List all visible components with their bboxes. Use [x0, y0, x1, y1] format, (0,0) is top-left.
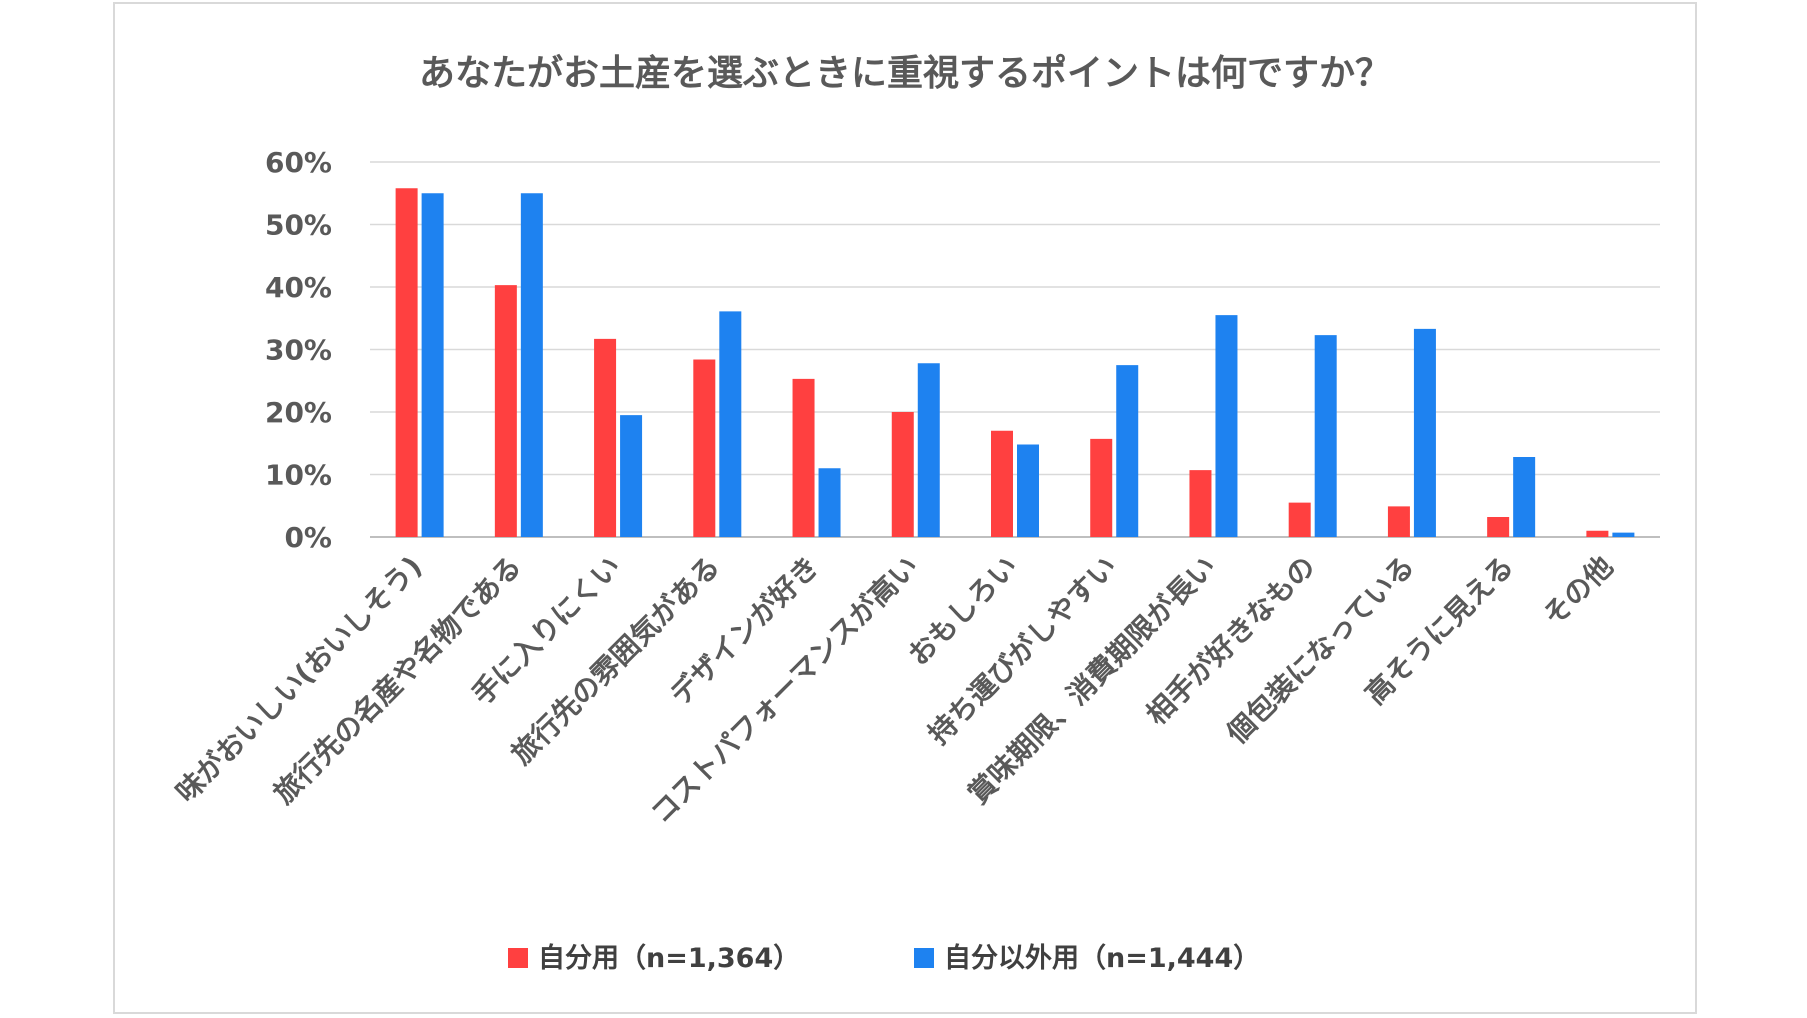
- bar-self: [395, 188, 418, 537]
- bar-others: [719, 311, 742, 537]
- y-tick-label: 20%: [265, 396, 332, 429]
- legend: 自分用（n=1,364） 自分以外用（n=1,444）: [508, 942, 1260, 974]
- bar-self: [891, 412, 914, 537]
- bar-self: [494, 285, 517, 537]
- bar-others: [1116, 365, 1139, 537]
- x-axis-labels: 味がおいしい(おいしそう)旅行先の名産や名物である手に入りにくい旅行先の雰囲気が…: [169, 550, 1619, 830]
- bar-self: [1090, 438, 1113, 537]
- bar-others: [1413, 328, 1436, 537]
- legend-label: 自分以外用（n=1,444）: [944, 942, 1260, 974]
- bar-others: [1513, 457, 1536, 537]
- legend-swatch: [508, 948, 528, 968]
- bar-others: [1017, 444, 1039, 537]
- bar-others: [818, 468, 841, 537]
- y-tick-label: 40%: [265, 271, 332, 304]
- bar-others: [917, 363, 940, 537]
- bar-others: [421, 193, 444, 537]
- x-category-label: その他: [1537, 550, 1620, 633]
- y-tick-label: 30%: [265, 334, 332, 367]
- y-tick-label: 50%: [265, 209, 332, 242]
- x-category-label: 個包装になっている: [1220, 550, 1421, 751]
- x-category-label: 相手が好きなもの: [1140, 550, 1322, 732]
- bar-others: [620, 415, 643, 537]
- bars: [395, 188, 1635, 537]
- bar-self: [693, 359, 716, 537]
- gridlines: [370, 161, 1660, 538]
- chart-title: あなたがお土産を選ぶときに重視するポイントは何ですか？: [418, 53, 1391, 94]
- bar-self: [1586, 530, 1609, 537]
- bar-others: [520, 193, 543, 537]
- y-axis-ticks: 0% 10% 20% 30% 40% 50% 60%: [265, 146, 332, 554]
- bar-self: [1487, 517, 1510, 537]
- bar-others: [1314, 335, 1337, 537]
- y-tick-label: 10%: [265, 459, 332, 492]
- legend-label: 自分用（n=1,364）: [538, 942, 800, 974]
- y-tick-label: 0%: [284, 521, 332, 554]
- bar-self: [1387, 506, 1410, 537]
- bar-self: [792, 378, 815, 537]
- x-category-label: 持ち運びがしやすい: [922, 550, 1123, 751]
- bar-others: [1215, 315, 1238, 537]
- bar-self: [594, 338, 617, 537]
- bar-self: [1189, 470, 1212, 537]
- y-tick-label: 60%: [265, 146, 332, 179]
- bar-self: [1288, 502, 1311, 537]
- legend-swatch: [914, 948, 934, 968]
- bar-others: [1612, 532, 1635, 537]
- bar-self: [991, 430, 1013, 537]
